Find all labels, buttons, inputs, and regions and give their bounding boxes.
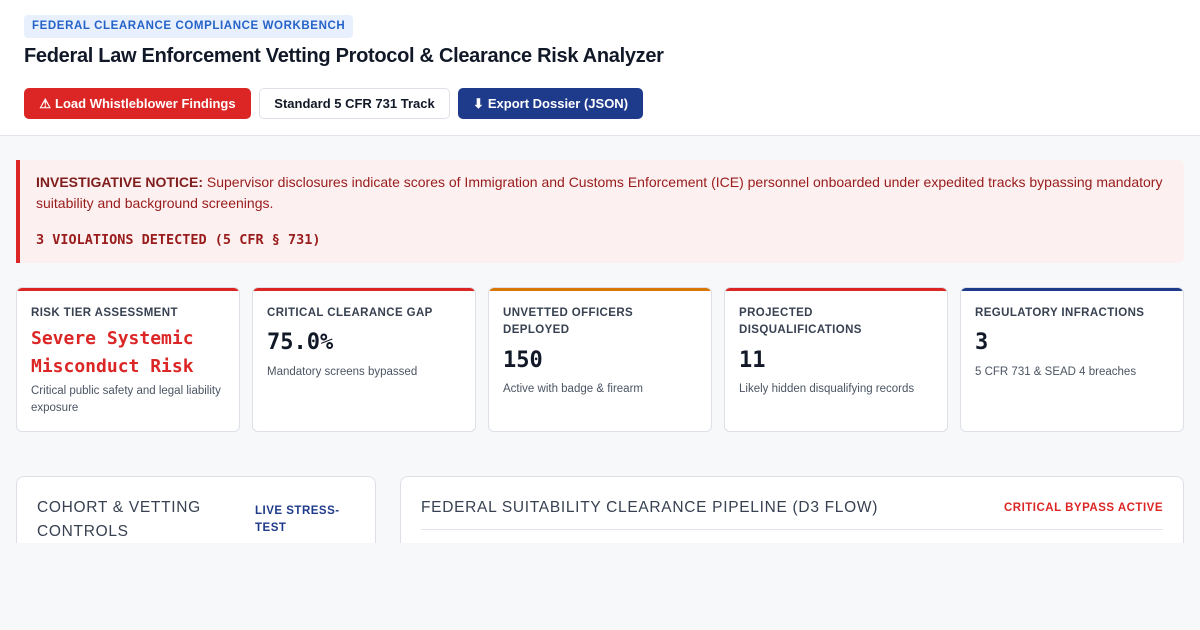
page-title: Federal Law Enforcement Vetting Protocol… xyxy=(24,45,664,67)
notice-text: INVESTIGATIVE NOTICE: Supervisor disclos… xyxy=(36,172,1176,214)
card-value: Severe Systemic Misconduct Risk xyxy=(31,328,194,377)
card-value: 75.0% xyxy=(267,330,334,355)
card-subtext: Likely hidden disqualifying records xyxy=(739,383,915,395)
clearance-pipeline-panel: FEDERAL SUITABILITY CLEARANCE PIPELINE (… xyxy=(400,476,1184,543)
app-header: FEDERAL CLEARANCE COMPLIANCE WORKBENCH F… xyxy=(0,0,1200,136)
card-subtext: 5 CFR 731 & SEAD 4 breaches xyxy=(975,366,1137,378)
card-unvetted-officers: UNVETTED OFFICERS DEPLOYED 150 Active wi… xyxy=(488,287,712,432)
card-value: 150 xyxy=(503,348,543,373)
load-whistleblower-findings-button[interactable]: ⚠ Load Whistleblower Findings xyxy=(24,88,251,119)
card-label: RISK TIER ASSESSMENT xyxy=(31,307,178,319)
notice-heading: INVESTIGATIVE NOTICE: xyxy=(36,174,203,190)
live-stress-test-tag: LIVE STRESS-TEST xyxy=(255,505,340,534)
card-label: CRITICAL CLEARANCE GAP xyxy=(267,307,433,319)
card-subtext: Critical public safety and legal liabili… xyxy=(31,385,221,414)
investigative-notice: INVESTIGATIVE NOTICE: Supervisor disclos… xyxy=(16,160,1184,263)
card-label: PROJECTED DISQUALIFICATIONS xyxy=(739,307,862,336)
card-label: UNVETTED OFFICERS DEPLOYED xyxy=(503,307,634,336)
card-value: 11 xyxy=(739,348,766,373)
card-subtext: Active with badge & firearm xyxy=(503,383,643,395)
card-risk-tier: RISK TIER ASSESSMENT Severe Systemic Mis… xyxy=(16,287,240,432)
export-dossier-button[interactable]: ⬇ Export Dossier (JSON) xyxy=(458,88,643,119)
panel-title: COHORT & VETTING CONTROLS xyxy=(37,499,201,540)
card-clearance-gap: CRITICAL CLEARANCE GAP 75.0% Mandatory s… xyxy=(252,287,476,432)
standard-track-button[interactable]: Standard 5 CFR 731 Track xyxy=(259,88,450,119)
warning-icon: ⚠ xyxy=(39,96,52,111)
panel-title: FEDERAL SUITABILITY CLEARANCE PIPELINE (… xyxy=(421,499,879,516)
violations-count: 3 VIOLATIONS DETECTED (5 CFR § 731) xyxy=(36,232,321,248)
download-icon: ⬇ xyxy=(472,96,484,111)
panel-divider xyxy=(421,529,1163,530)
workbench-badge: FEDERAL CLEARANCE COMPLIANCE WORKBENCH xyxy=(24,15,354,38)
card-projected-disqualifications: PROJECTED DISQUALIFICATIONS 11 Likely hi… xyxy=(724,287,948,432)
card-value: 3 xyxy=(975,330,989,355)
card-subtext: Mandatory screens bypassed xyxy=(267,366,418,378)
export-dossier-label: Export Dossier (JSON) xyxy=(487,96,629,111)
card-regulatory-infractions: REGULATORY INFRACTIONS 3 5 CFR 731 & SEA… xyxy=(960,287,1184,432)
critical-bypass-tag: CRITICAL BYPASS ACTIVE xyxy=(1003,502,1163,514)
notice-body: Supervisor disclosures indicate scores o… xyxy=(36,174,1163,211)
card-label: REGULATORY INFRACTIONS xyxy=(975,307,1145,319)
cohort-vetting-controls-panel: COHORT & VETTING CONTROLS LIVE STRESS-TE… xyxy=(16,476,376,543)
load-findings-label: Load Whistleblower Findings xyxy=(55,96,236,111)
standard-track-label: Standard 5 CFR 731 Track xyxy=(274,96,435,111)
